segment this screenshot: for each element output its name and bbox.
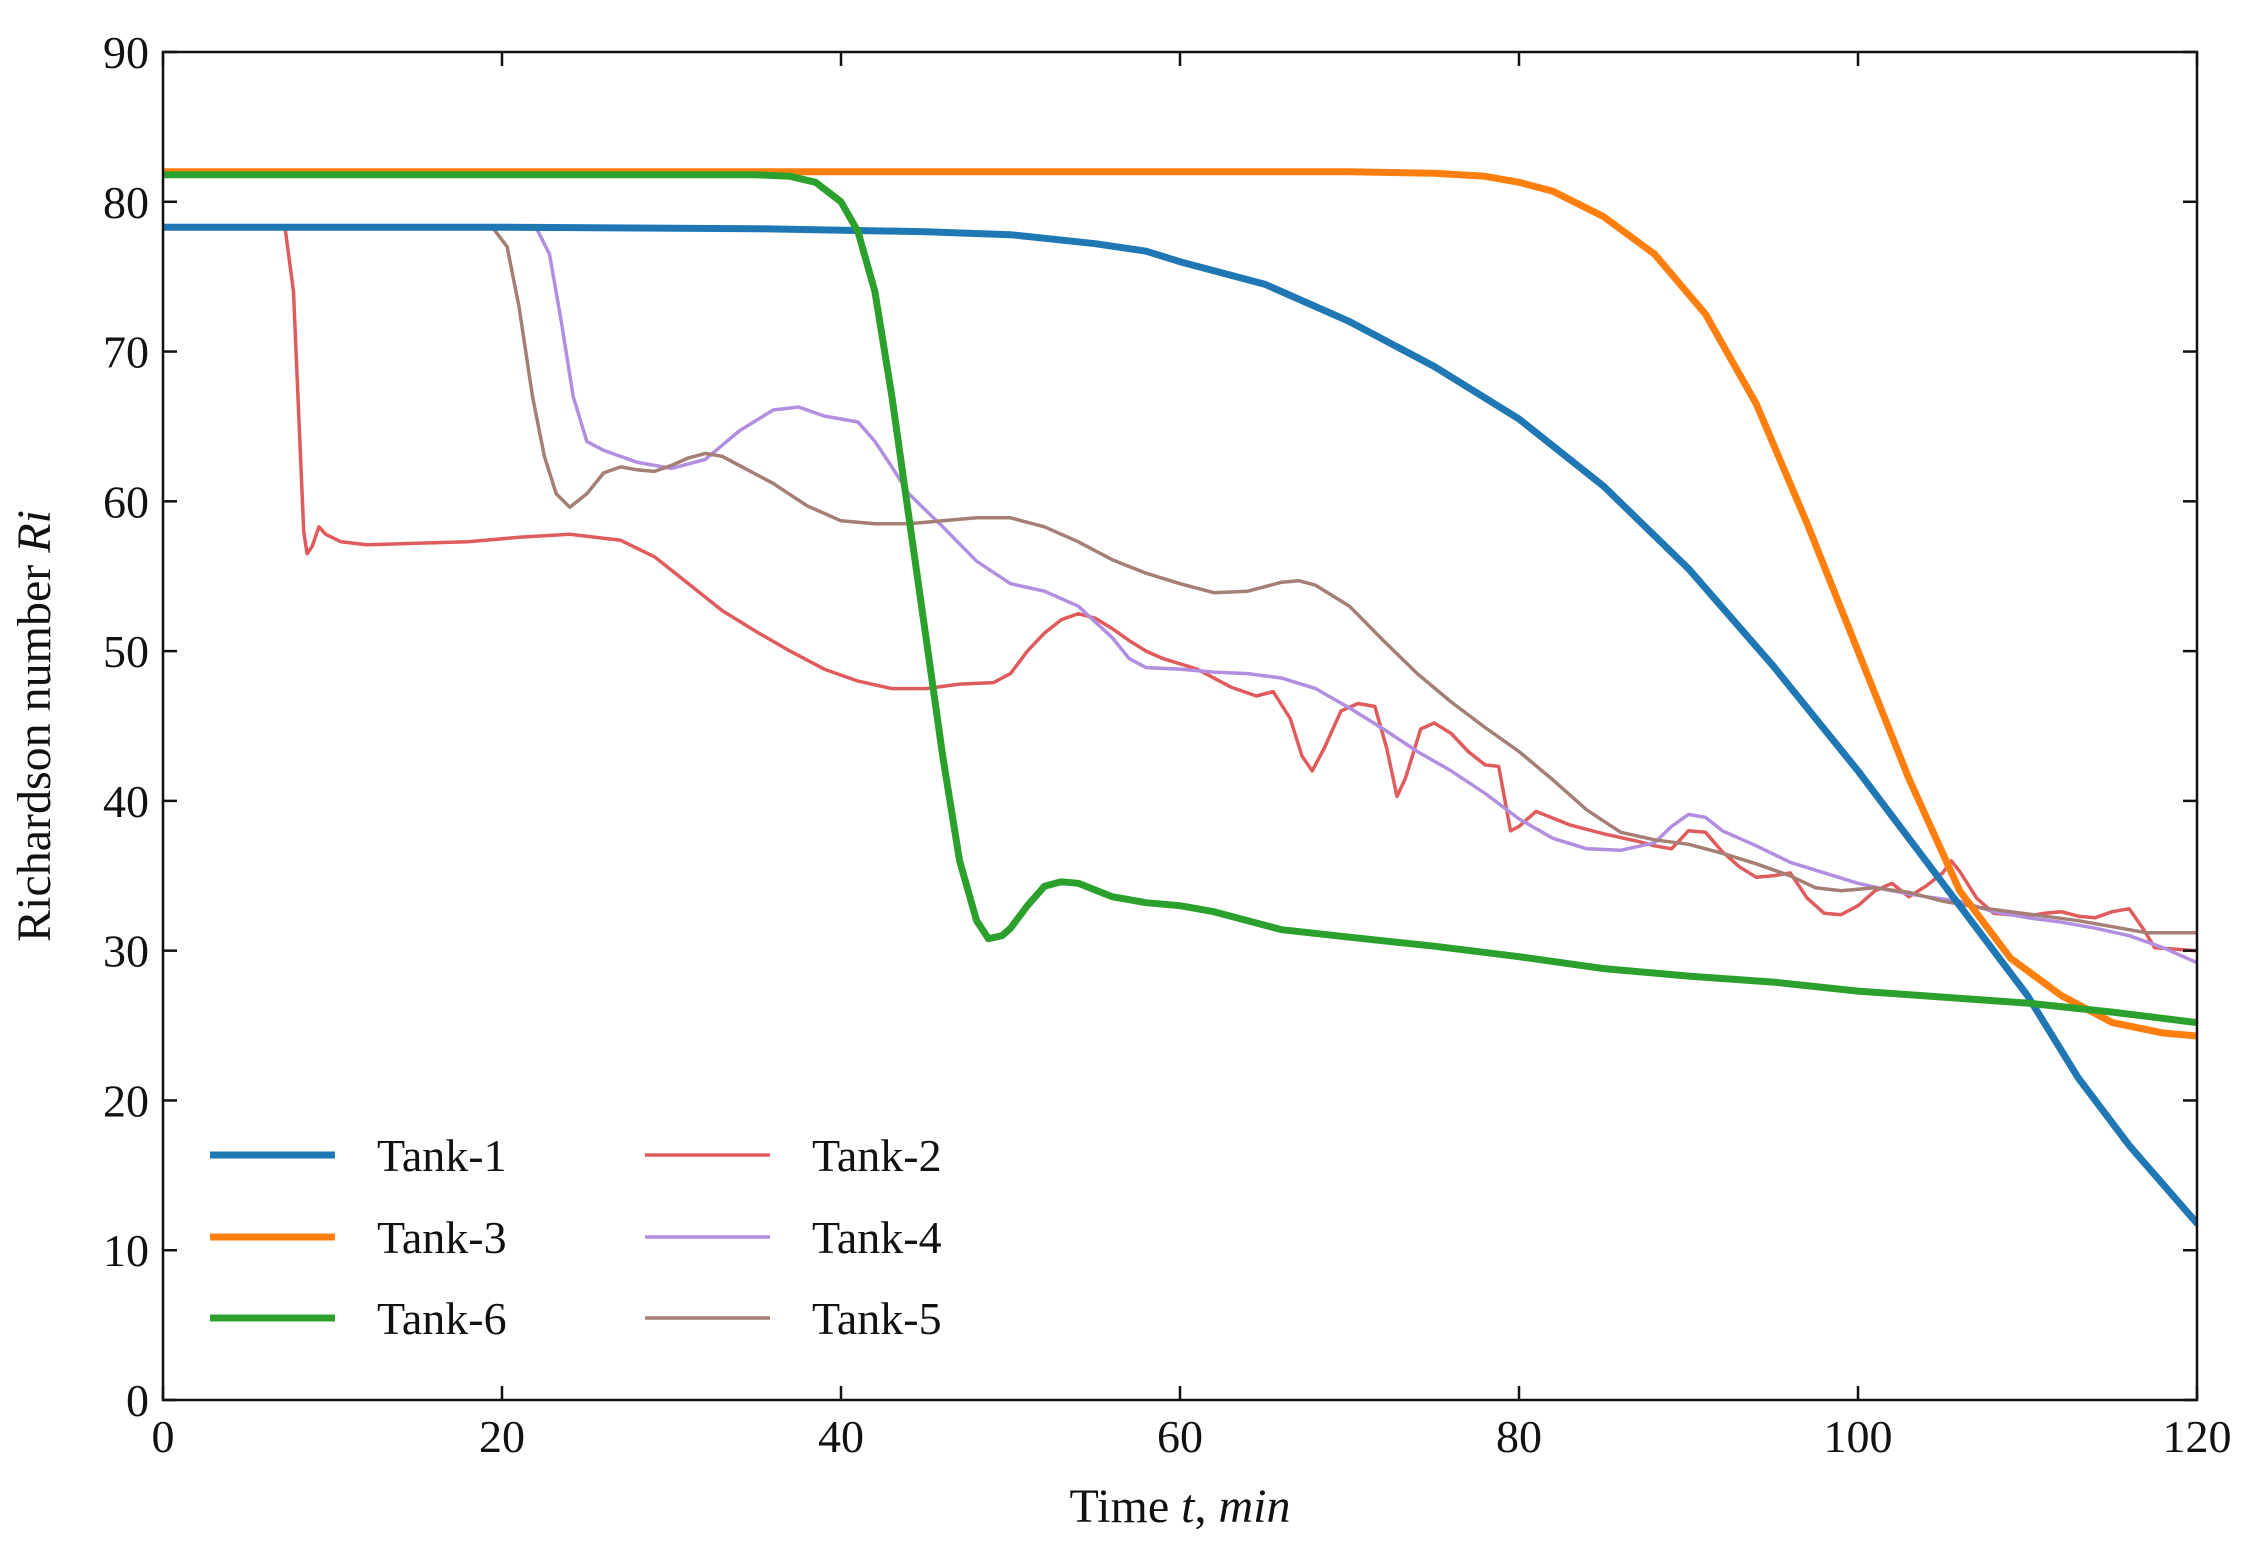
x-axis-label: Time t, min <box>1070 1480 1291 1533</box>
y-tick-label: 0 <box>126 1375 149 1426</box>
legend-label: Tank-1 <box>377 1130 507 1181</box>
legend-label: Tank-3 <box>377 1212 507 1263</box>
y-tick-label: 60 <box>103 476 149 527</box>
legend-label: Tank-6 <box>377 1293 507 1344</box>
x-tick-label: 80 <box>1496 1411 1542 1462</box>
legend-item-tank-1: Tank-1 <box>210 1130 507 1181</box>
legend-label: Tank-5 <box>812 1293 942 1344</box>
y-tick-label: 30 <box>103 926 149 977</box>
y-tick-label: 20 <box>103 1075 149 1126</box>
plot-frame <box>161 50 2199 1402</box>
x-axis-label-prefix: Time <box>1070 1480 1182 1533</box>
y-axis-label-prefix: Richardson number <box>8 553 61 942</box>
legend-item-tank-2: Tank-2 <box>645 1130 942 1181</box>
series-layer <box>163 168 2197 1227</box>
series-line-tank-5 <box>163 225 2197 935</box>
legend-item-tank-6: Tank-6 <box>210 1293 507 1344</box>
y-axis-label: Richardson number Ri <box>8 510 61 942</box>
y-tick-label: 80 <box>103 177 149 228</box>
y-tick-label: 10 <box>103 1225 149 1276</box>
x-tick-label: 0 <box>152 1411 175 1462</box>
legend-item-tank-3: Tank-3 <box>210 1212 507 1263</box>
series-line-tank-1 <box>163 223 2197 1227</box>
y-tick-label: 50 <box>103 626 149 677</box>
legend-item-tank-5: Tank-5 <box>645 1293 942 1344</box>
x-tick-label: 20 <box>479 1411 525 1462</box>
x-tick-label: 100 <box>1824 1411 1893 1462</box>
y-axis-label-var: Ri <box>8 510 61 554</box>
legend-label: Tank-4 <box>812 1212 942 1263</box>
legend: Tank-1 Tank-3 Tank-6 Tank-2 Tank-4 Tank-5 <box>210 1130 942 1344</box>
legend-item-tank-4: Tank-4 <box>645 1212 942 1263</box>
x-axis-label-sep: , <box>1194 1480 1218 1533</box>
x-axis-label-var: t <box>1181 1480 1196 1533</box>
y-tick-label: 90 <box>103 27 149 78</box>
x-tick-label: 60 <box>1157 1411 1203 1462</box>
series-line-tank-3 <box>163 168 2197 1040</box>
legend-label: Tank-2 <box>812 1130 942 1181</box>
x-tick-label: 120 <box>2163 1411 2232 1462</box>
y-tick-label: 70 <box>103 327 149 378</box>
tick-layer: 0 20 40 60 80 100 120 0 10 20 30 40 50 60 70 80 90 <box>103 27 2232 1462</box>
y-tick-label: 40 <box>103 776 149 827</box>
x-axis-label-unit: min <box>1218 1480 1290 1533</box>
series-line-tank-6 <box>163 171 2197 1027</box>
x-tick-label: 40 <box>818 1411 864 1462</box>
series-line-tank-4 <box>163 225 2197 965</box>
